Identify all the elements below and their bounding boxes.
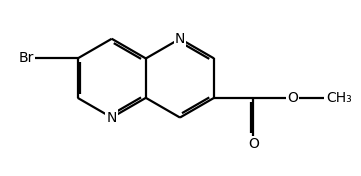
Text: Br: Br [19, 51, 34, 65]
Text: CH₃: CH₃ [326, 91, 352, 105]
Text: O: O [287, 91, 298, 105]
Text: N: N [106, 111, 117, 125]
Text: O: O [248, 137, 259, 151]
Text: N: N [175, 32, 185, 46]
